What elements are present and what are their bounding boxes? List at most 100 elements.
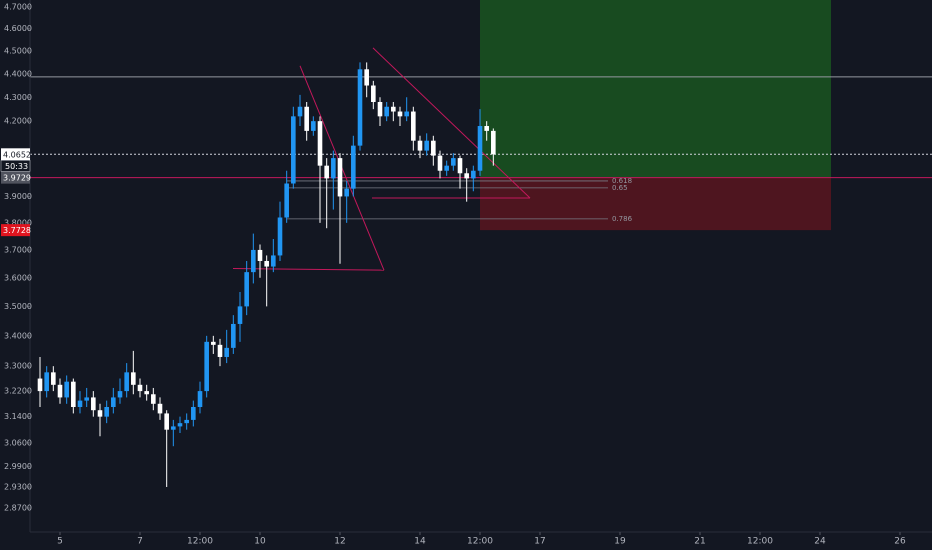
candle-body [384,106,389,117]
x-tick-label: 5 [57,537,63,547]
candle-body [364,69,369,86]
candle-body [64,381,69,398]
y-tick-label: 3.2200 [4,387,32,396]
candle-body [171,426,176,430]
candle-body [237,306,243,324]
y-tick-label: 4.4000 [4,69,32,78]
x-tick-label: 26 [894,537,906,547]
candle-body [291,116,296,184]
x-tick-label: 24 [814,537,826,547]
candle-body [417,140,423,151]
y-tick-label: 3.0600 [4,438,32,447]
fib-label: 0.65 [612,184,628,192]
y-tick-label: 4.6000 [4,24,32,33]
stop-zone [480,177,831,231]
candle-body [404,111,409,117]
y-tick-label: 3.4000 [4,331,32,340]
candle-body [331,158,336,179]
candle-body [277,217,283,256]
candle-body [351,145,356,189]
trend-line [232,267,385,271]
candle-body [457,158,463,174]
price-label-box [1,148,30,161]
price-label: 3.7728 [3,226,31,235]
candle-body [217,344,223,357]
candle-body [157,403,163,414]
candle-body [104,406,109,417]
candle-body [337,158,343,197]
candle-body [317,121,323,166]
y-tick-label: 4.7000 [4,2,32,11]
candle-body [84,397,89,401]
candle-body [191,406,196,420]
y-tick-label: 2.8700 [4,504,32,513]
candle-body [131,372,136,385]
candle-body [164,413,169,430]
candle-body [304,106,309,131]
candle-body [297,106,303,117]
y-tick-label: 2.9900 [4,462,32,471]
candle-body [344,188,349,197]
candle-body [271,255,276,267]
x-tick-label: 12:00 [467,537,493,547]
candle-body [251,249,256,273]
candle-body [211,341,216,345]
price-label-box [1,171,30,184]
price-label: 4.0652 [3,150,31,159]
price-label-box [1,224,30,237]
candle-body [311,121,316,131]
countdown-box [0,160,31,172]
x-tick-label: 12 [334,537,345,547]
candle-body [284,183,289,218]
candle-body [177,423,183,427]
fib-label: 0.618 [612,177,632,185]
candle-body [477,126,483,171]
y-tick-label: 3.6000 [4,273,32,282]
candle-body [431,140,436,156]
x-tick-label: 7 [137,537,143,547]
candle-body [264,260,269,267]
y-tick-label: 4.2000 [4,117,32,126]
candle-body [231,323,236,348]
x-tick-label: 14 [414,537,426,547]
price-label: 3.9729 [3,174,31,183]
candle-body [71,381,76,407]
candle-body [124,372,129,392]
candle-body [111,397,116,407]
trend-line [372,47,531,199]
y-tick-label: 3.9000 [4,192,32,201]
candle-body [137,384,143,392]
countdown: 50:33 [5,162,28,171]
fib-label: 0.786 [612,215,633,223]
candle-body [371,85,376,102]
candle-body [144,391,149,395]
candle-body [464,173,469,179]
candle-body [391,106,396,112]
candle-body [44,372,49,392]
candle-body [244,272,249,307]
y-tick-label: 3.5000 [4,302,32,311]
candle-body [151,394,156,404]
candle-body [491,130,496,155]
candle-body [451,158,456,166]
candle-body [444,165,449,171]
candle-body [324,165,329,179]
candle-body [357,69,363,146]
candle-body [204,341,209,392]
candle-body [411,111,416,141]
candle-body [51,372,56,385]
candle-body [377,101,383,117]
x-tick-label: 12:00 [187,537,213,547]
candle-body [437,155,443,171]
candle-body [257,249,263,261]
candle-body [424,140,429,151]
x-tick-label: 17 [534,537,545,547]
candle-body [97,410,103,417]
axes: 4.7000 4.6000 4.5000 4.4000 4.3000 4.2000 3.90… [0,2,906,547]
x-tick-label: 21 [694,537,705,547]
candle-body [184,419,189,424]
target-zone [480,0,831,178]
x-tick-label: 19 [614,537,626,547]
